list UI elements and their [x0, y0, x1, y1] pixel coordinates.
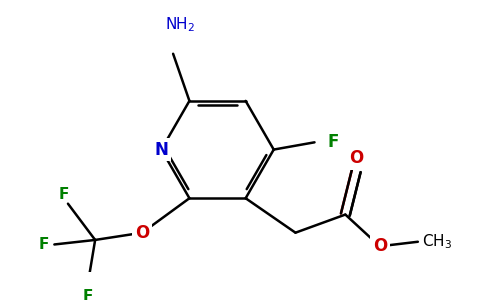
Text: O: O	[349, 149, 363, 167]
Text: CH$_3$: CH$_3$	[423, 232, 453, 251]
Text: NH$_2$: NH$_2$	[165, 15, 196, 34]
Text: F: F	[83, 289, 93, 300]
Text: O: O	[135, 224, 150, 242]
Text: N: N	[154, 141, 168, 159]
Text: F: F	[58, 187, 69, 202]
Text: F: F	[327, 133, 339, 151]
Text: O: O	[373, 237, 387, 255]
Text: F: F	[38, 237, 49, 252]
